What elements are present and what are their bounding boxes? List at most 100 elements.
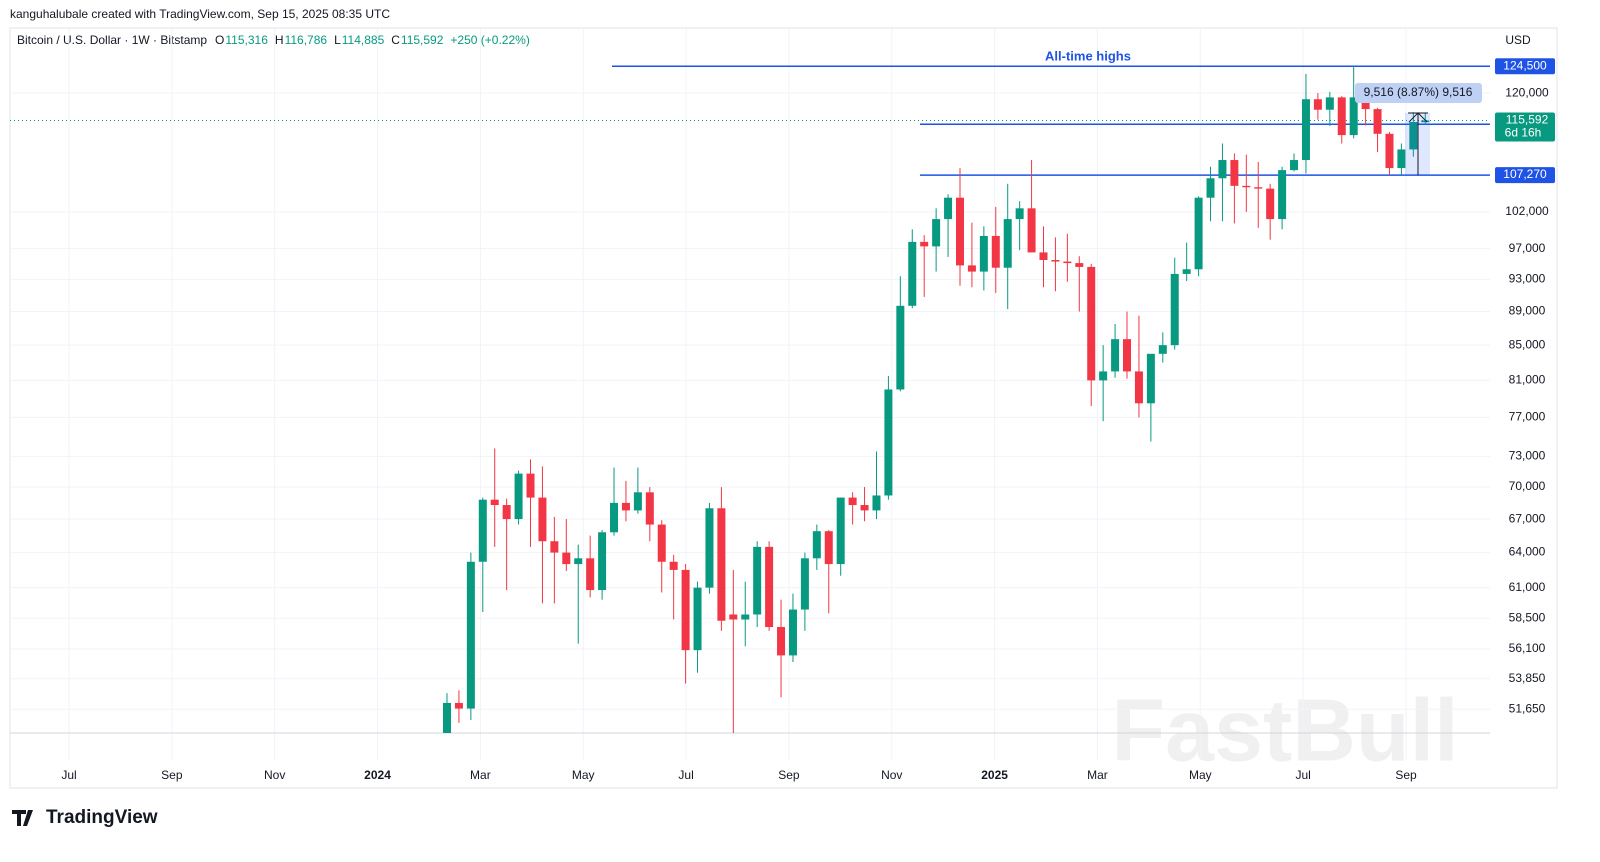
candle-body — [920, 241, 929, 247]
candle-body — [610, 502, 619, 533]
candle-body — [1087, 266, 1096, 381]
candle-body — [466, 561, 475, 709]
candle-body — [1361, 97, 1370, 110]
candle-body — [741, 614, 750, 620]
candle-body — [490, 499, 499, 506]
candle-body — [979, 235, 988, 272]
level-tag — [1495, 58, 1555, 75]
x-tick-label: Sep — [161, 768, 183, 782]
y-tick-label: 77,000 — [1509, 410, 1546, 424]
watermark: FastBull — [1111, 680, 1458, 779]
candle-body — [1158, 345, 1167, 354]
candle-body — [538, 497, 547, 542]
y-tick-label: 89,000 — [1509, 304, 1546, 318]
x-tick-label: Nov — [264, 768, 285, 782]
candle-body — [502, 505, 511, 520]
candle-body — [1266, 188, 1275, 220]
candle-body — [955, 197, 964, 266]
ohlc-value: 115,316 — [225, 33, 268, 47]
candle-body — [1397, 149, 1406, 169]
y-tick-label: 51,650 — [1509, 701, 1546, 715]
candle-body — [836, 497, 845, 565]
candle-body — [777, 627, 786, 656]
candle-body — [526, 473, 535, 498]
candle-body — [1027, 208, 1036, 253]
candle-body — [812, 531, 821, 559]
y-tick-label: 120,000 — [1505, 85, 1549, 99]
x-tick-label: 2024 — [364, 768, 391, 782]
level-label: 107,270 — [1503, 167, 1547, 181]
candle-body — [896, 305, 905, 390]
y-tick-label: 56,100 — [1509, 641, 1546, 655]
candle-body — [1099, 371, 1108, 381]
candle-body — [717, 508, 726, 621]
y-tick-label: 93,000 — [1509, 272, 1546, 286]
x-tick-label: Mar — [470, 768, 491, 782]
candle-body — [1015, 208, 1024, 220]
candle-body — [788, 609, 797, 656]
logo-icon — [12, 810, 33, 826]
candle-body — [1051, 260, 1060, 262]
x-tick-label: Jul — [61, 768, 76, 782]
level-label: 124,500 — [1503, 58, 1547, 72]
candle-body — [1409, 122, 1418, 150]
candle-body — [884, 389, 893, 496]
candle-body — [824, 531, 833, 565]
y-tick-label: 85,000 — [1509, 337, 1546, 351]
candle-body — [478, 499, 487, 562]
candle-body — [908, 241, 917, 306]
candle-body — [753, 546, 762, 615]
candle-body — [1039, 252, 1048, 261]
level-tag — [1495, 167, 1555, 184]
x-tick-label: May — [572, 768, 595, 782]
y-tick-label: 70,000 — [1509, 479, 1546, 493]
candle-body — [574, 558, 583, 565]
candle-body — [586, 558, 595, 591]
measure-arrowhead — [1408, 112, 1428, 123]
x-tick-label: Sep — [778, 768, 800, 782]
ohlc-key: O — [215, 33, 224, 47]
x-tick-label: May — [1189, 768, 1212, 782]
candle-body — [1194, 197, 1203, 270]
candle-body — [860, 505, 869, 511]
y-tick-label: 97,000 — [1509, 241, 1546, 255]
candle-body — [991, 235, 1000, 268]
x-tick-label: Jul — [678, 768, 693, 782]
candle-body — [645, 492, 654, 525]
measure-tag — [1355, 83, 1482, 103]
measure-label: 9,516 (8.87%) 9,516 — [1364, 85, 1473, 99]
y-tick-label: 102,000 — [1505, 204, 1549, 218]
candle-body — [1075, 263, 1084, 267]
candle-body — [1373, 109, 1382, 134]
y-tick-label: 53,850 — [1509, 671, 1546, 685]
currency: USD — [1505, 33, 1531, 47]
y-tick-label: 67,000 — [1509, 511, 1546, 525]
logo — [12, 810, 33, 826]
y-tick-label: 73,000 — [1509, 449, 1546, 463]
candle-body — [1230, 160, 1239, 186]
candle-body — [1003, 219, 1012, 268]
candle-body — [1123, 339, 1132, 372]
candle-body — [944, 197, 953, 220]
ohlc-key: L — [334, 33, 341, 47]
candle-body — [1063, 261, 1072, 264]
brand: TradingView — [46, 807, 158, 828]
chart-frame — [9, 27, 1558, 789]
plot: All-time highs 9,516 (8.87%) 9,516 — [10, 29, 1490, 760]
candle-body — [705, 508, 714, 588]
candle-body — [1301, 99, 1310, 161]
last-price-tag — [1495, 112, 1555, 142]
candle-body — [1421, 120, 1430, 123]
candle-body — [1254, 187, 1263, 189]
candle-body — [633, 492, 642, 511]
candle-body — [1278, 170, 1287, 220]
candle-body — [1182, 269, 1191, 274]
candle-body — [729, 614, 738, 620]
y-tick-label: 61,000 — [1509, 580, 1546, 594]
candle-body — [454, 702, 463, 709]
ohlc-value: 116,786 — [285, 33, 328, 47]
candle-body — [1385, 133, 1394, 169]
candle-body — [967, 265, 976, 272]
candle-body — [1337, 97, 1346, 136]
